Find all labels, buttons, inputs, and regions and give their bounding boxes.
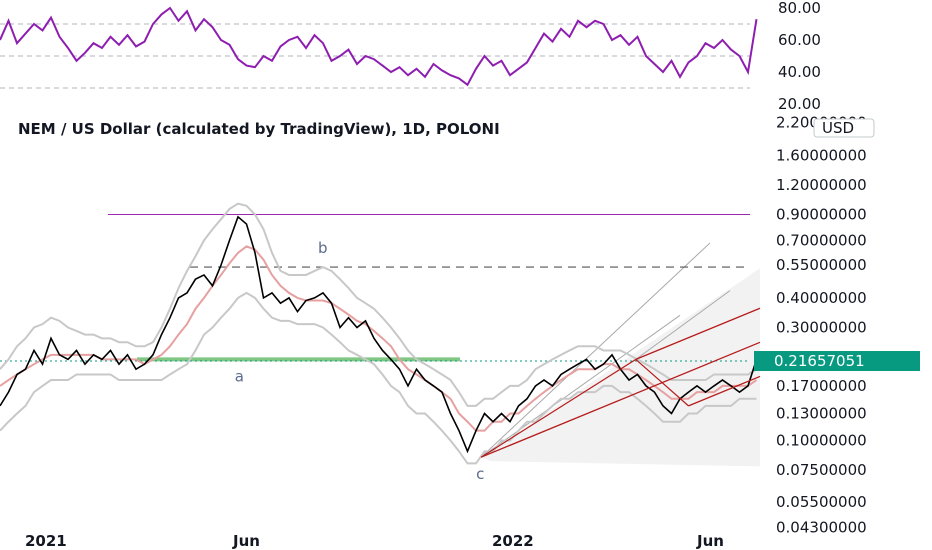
price-axis: 2.200000001.600000001.200000000.90000000…	[776, 114, 867, 537]
price-tick-label: 1.20000000	[776, 176, 867, 194]
price-tick-label: 0.10000000	[776, 431, 867, 449]
band-upper-line	[0, 202, 758, 407]
fan-line-1	[480, 314, 681, 458]
rsi-axis: 80.00 60.00 40.00 20.00	[778, 0, 821, 113]
rsi-tick-label: 80.00	[778, 0, 821, 17]
fan-line-upper	[635, 290, 731, 360]
date-axis: 2021 Jun 2022 Jun	[25, 532, 724, 550]
currency-badge[interactable]: USD	[813, 118, 875, 138]
price-tick-label: 0.55000000	[776, 256, 867, 274]
wave-label-c: c	[476, 465, 484, 483]
price-tick-label: 0.13000000	[776, 405, 867, 423]
price-tick-label: 0.07500000	[776, 461, 867, 479]
pitchfork-lower-tine	[688, 375, 761, 407]
pitchfork-lines	[480, 307, 761, 458]
pitchfork-upper-tine	[635, 307, 761, 360]
price-panel: abc 2.200000001.600000001.200000000.9000…	[0, 114, 867, 550]
price-tick-label: 0.40000000	[776, 289, 867, 307]
date-tick-label: Jun	[232, 532, 260, 550]
wave-label-b: b	[318, 239, 328, 257]
pitchfork-handle	[480, 358, 637, 458]
price-tick-label: 0.70000000	[776, 231, 867, 249]
pitchfork-fill	[480, 242, 760, 467]
wave-labels: a b c	[235, 239, 485, 483]
price-series-line	[0, 215, 758, 454]
rsi-guide-lines	[0, 23, 750, 89]
current-price-label: 0.21657051	[774, 352, 865, 370]
chart-title: NEM / US Dollar (calculated by TradingVi…	[18, 120, 500, 138]
rsi-series-line	[0, 6, 758, 87]
rsi-tick-label: 40.00	[778, 63, 821, 81]
band-lower-line	[0, 291, 757, 465]
rsi-tick-label: 20.00	[778, 95, 821, 113]
price-tick-label: 0.30000000	[776, 318, 867, 336]
date-tick-label: 2021	[25, 532, 67, 550]
price-tick-label: 0.05500000	[776, 493, 867, 511]
rsi-panel: 80.00 60.00 40.00 20.00	[0, 0, 821, 113]
currency-label: USD	[822, 119, 854, 137]
current-price-badge: 0.21657051	[754, 351, 920, 372]
price-tick-label: 0.17000000	[776, 377, 867, 395]
price-tick-label: 0.04300000	[776, 518, 867, 536]
pitchfork-median	[480, 341, 761, 458]
moving-average-line	[0, 245, 758, 432]
wave-label-a: a	[235, 367, 244, 385]
price-tick-label: 1.60000000	[776, 146, 867, 164]
date-tick-label: 2022	[492, 532, 534, 550]
rsi-tick-label: 60.00	[778, 31, 821, 49]
pitchfork-fill-area	[481, 268, 760, 467]
date-tick-label: Jun	[696, 532, 724, 550]
fan-line-0	[480, 242, 711, 458]
price-tick-label: 0.90000000	[776, 206, 867, 224]
